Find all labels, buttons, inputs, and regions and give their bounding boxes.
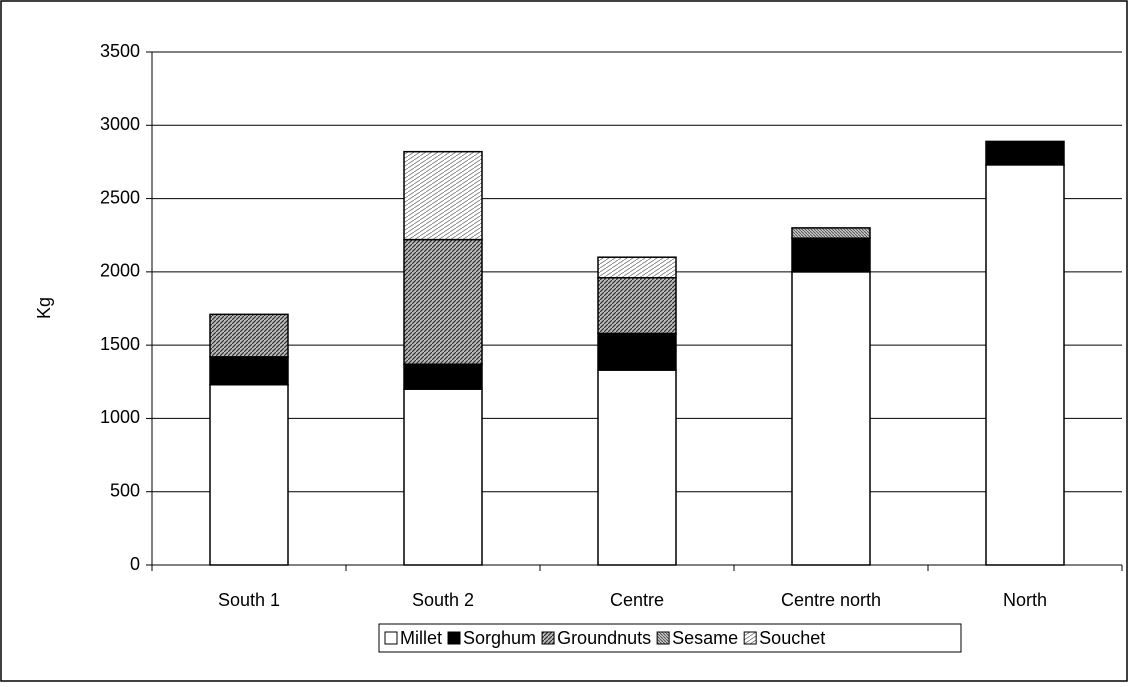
legend-swatch (541, 631, 555, 645)
bar-segment (597, 256, 677, 279)
y-tick-label: 2500 (100, 187, 140, 207)
bar-segment (791, 237, 871, 273)
y-axis-label: Kg (34, 297, 54, 319)
bar-segment (403, 363, 483, 390)
legend-label: Groundnuts (557, 628, 651, 648)
y-tick-label: 0 (130, 554, 140, 574)
bar-segment (403, 388, 483, 566)
bar-segment (209, 313, 289, 358)
bar-segment (597, 276, 677, 335)
y-tick-label: 3500 (100, 41, 140, 61)
bar-segment (209, 383, 289, 566)
x-tick-label: Centre (610, 590, 664, 610)
legend-swatch (447, 631, 461, 645)
legend-box (378, 623, 962, 653)
bar-segment (403, 150, 483, 241)
bar-segment (791, 227, 871, 239)
y-tick-label: 3000 (100, 114, 140, 134)
y-tick-label: 2000 (100, 261, 140, 281)
legend-label: Sesame (672, 628, 738, 648)
x-tick-label: South 1 (218, 590, 280, 610)
legend-swatch (656, 631, 670, 645)
bar-segment (985, 140, 1065, 166)
legend-swatch (384, 631, 398, 645)
x-tick-label: North (1003, 590, 1047, 610)
legend-label: Sorghum (463, 628, 536, 648)
bar-segment (403, 238, 483, 365)
bar-segment (209, 356, 289, 386)
legend-label: Souchet (759, 628, 825, 648)
x-tick-label: South 2 (412, 590, 474, 610)
x-tick-label: Centre north (781, 590, 881, 610)
bar-segment (597, 332, 677, 371)
legend-label: Millet (400, 628, 442, 648)
y-tick-label: 500 (110, 480, 140, 500)
y-tick-label: 1500 (100, 334, 140, 354)
bar-segment (791, 271, 871, 566)
bar-segment (985, 164, 1065, 566)
y-tick-label: 1000 (100, 407, 140, 427)
legend-swatch (743, 631, 757, 645)
bar-segment (597, 369, 677, 566)
